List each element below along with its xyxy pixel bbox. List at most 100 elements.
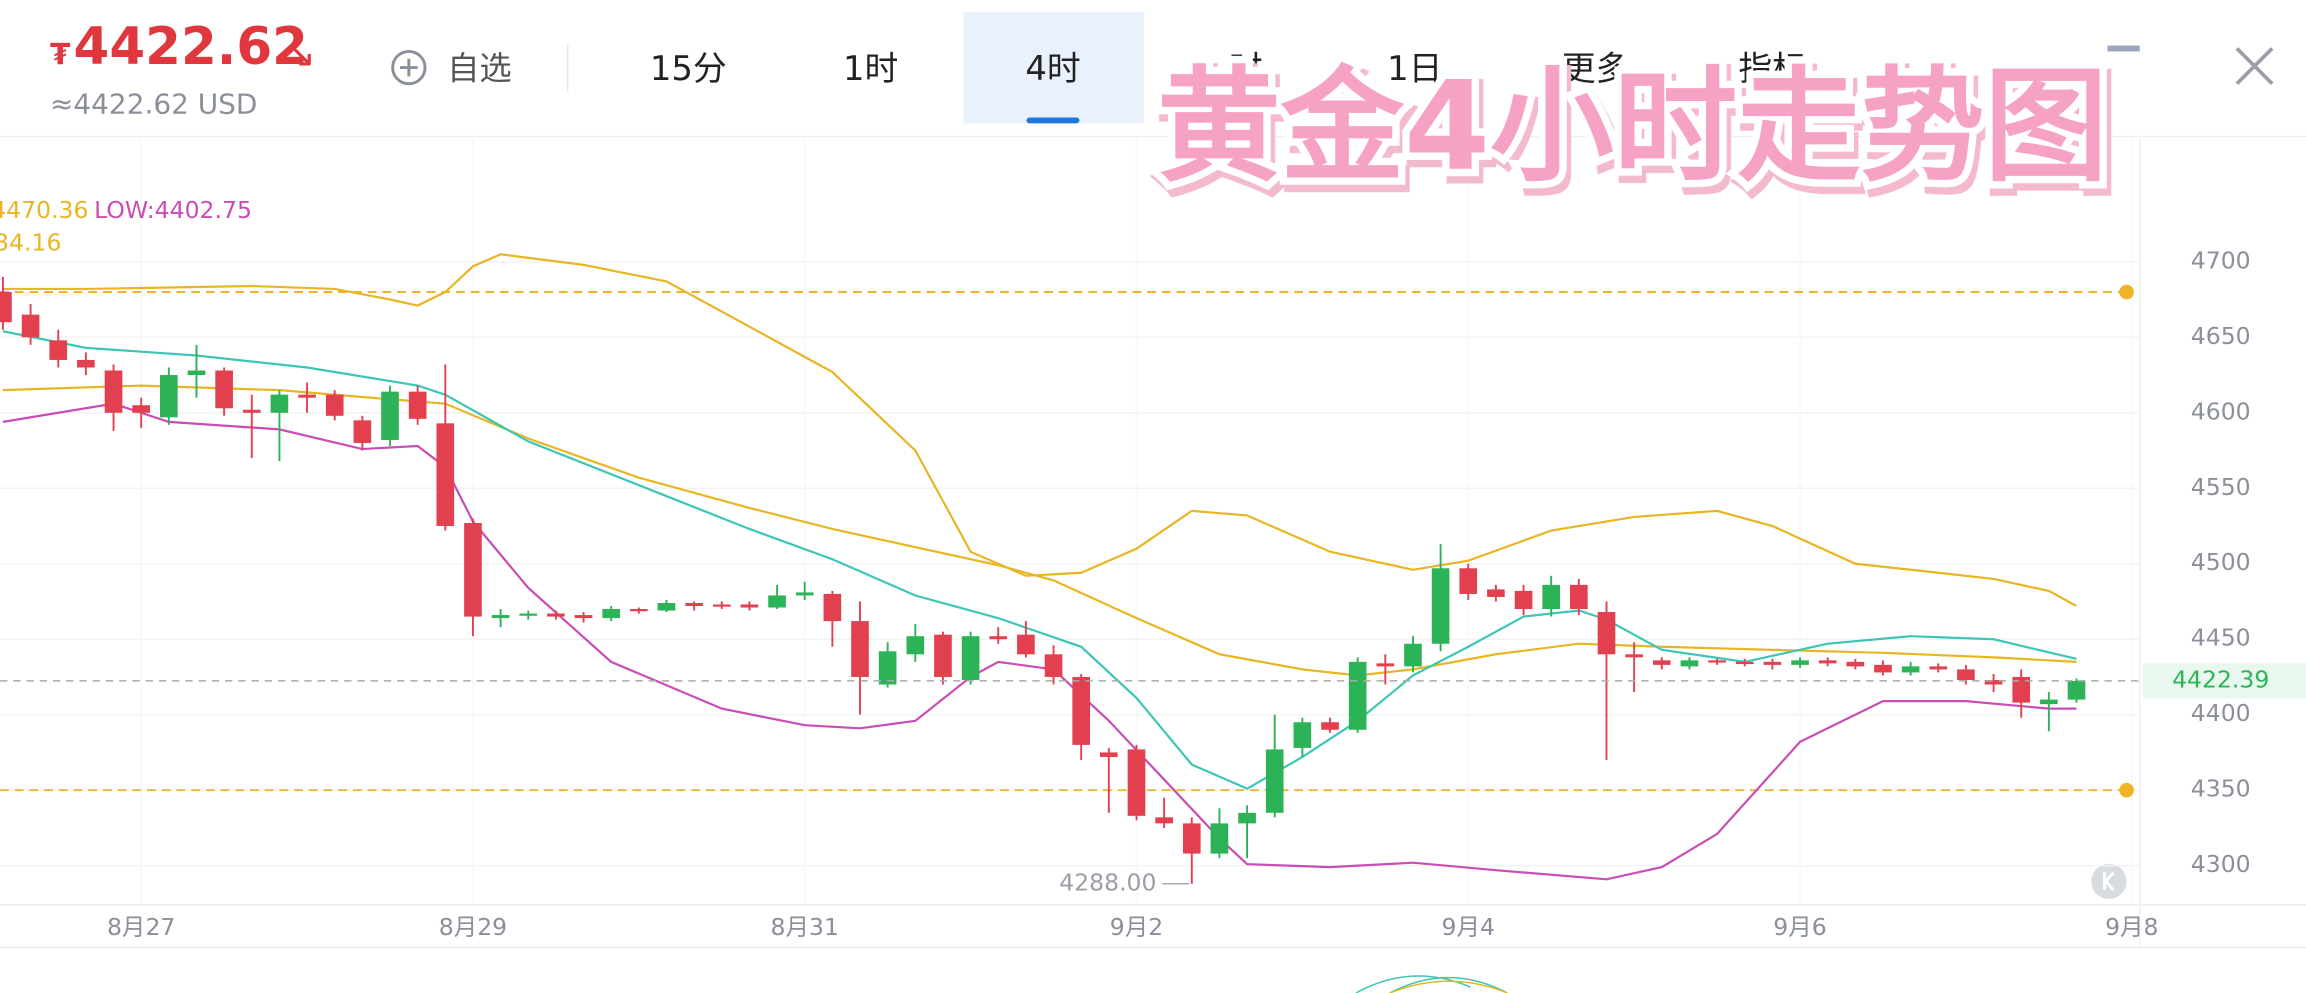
y-tick-label: 4700	[2191, 246, 2251, 274]
watchlist[interactable]: 自选	[447, 50, 512, 88]
candle-body	[1708, 660, 1726, 663]
candle-body	[1293, 722, 1312, 748]
tab[interactable]: 指标	[1738, 49, 1806, 88]
candle-body	[1735, 661, 1754, 665]
candle-body	[1680, 660, 1699, 667]
header: ₮ 4422.62 ↘ ≈4422.62 USD 自选 15分 1时 4时 时 1日 更多…	[50, 11, 1806, 124]
add-icon-plus	[400, 58, 418, 77]
candle-body	[104, 370, 123, 413]
legend-high: 4470.36	[0, 196, 88, 224]
candle-body	[961, 636, 980, 680]
plot: 4300 4350 4400 4450 4500 4550 4600 4650 4700 8月27…	[0, 139, 2306, 941]
candle-body	[408, 391, 427, 419]
candle-body	[2012, 676, 2031, 703]
candle-body	[270, 394, 289, 413]
menu-icon[interactable]	[2107, 45, 2140, 52]
candle-body	[1072, 676, 1091, 745]
candle-body	[740, 604, 759, 608]
reference-dot	[2119, 782, 2134, 798]
candle-body	[795, 592, 814, 596]
tab[interactable]: 15分	[650, 49, 727, 88]
overlay-title: 黄金4小时走势图	[1157, 55, 2108, 199]
candle-body	[298, 394, 316, 398]
candle-body	[574, 615, 593, 619]
last-price-badge	[2142, 663, 2306, 699]
candle-body	[1763, 661, 1782, 665]
candle-body	[242, 409, 261, 413]
candle-body	[1376, 663, 1395, 667]
candle-body	[657, 602, 676, 611]
candle-body	[1404, 643, 1422, 667]
y-tick-label: 4650	[2191, 322, 2251, 350]
candle-body	[2067, 680, 2086, 700]
candle-body	[1929, 666, 1948, 670]
candle-body	[187, 370, 206, 376]
tab-underline	[1026, 117, 1080, 124]
indicator-line	[2, 384, 2077, 677]
candle-body	[1321, 722, 1339, 730]
min-label: 4288.00	[1059, 868, 1156, 896]
x-tick-label: 8月27	[107, 913, 175, 941]
candle-body	[77, 359, 95, 368]
candle-body	[1238, 812, 1256, 824]
reference-dot	[2119, 284, 2134, 300]
candle-body	[381, 391, 399, 440]
indicator-line	[2, 330, 2077, 790]
candle-body	[1874, 664, 1892, 673]
candle-body	[1017, 634, 1035, 655]
candle-body	[464, 522, 482, 617]
candle-body	[1514, 590, 1533, 610]
candle-body	[1100, 752, 1118, 757]
candle-body	[1044, 654, 1063, 677]
tab[interactable]: 4时	[1025, 49, 1080, 88]
indicator-line	[2, 253, 2077, 607]
candle-body	[1542, 584, 1561, 610]
reset-button[interactable]	[2091, 863, 2127, 899]
y-tick-label: 4350	[2191, 775, 2251, 803]
candle-body	[1348, 661, 1367, 730]
candle-body	[906, 636, 925, 655]
x-tick-label: 9月2	[1110, 913, 1163, 941]
candle-body	[1652, 660, 1671, 665]
y-tick-label: 4300	[2191, 850, 2251, 878]
y-tick-label: 4450	[2191, 624, 2251, 652]
candle-body	[878, 651, 897, 685]
last-price-label: 4422.39	[2172, 665, 2269, 693]
indicator-line	[2, 402, 2077, 881]
add-icon[interactable]	[391, 49, 427, 86]
candle-body	[21, 314, 40, 338]
x-tick-label: 8月31	[771, 913, 839, 941]
y-tick-label: 4500	[2191, 548, 2251, 576]
sub-indicator	[1355, 975, 1508, 993]
candle-body	[491, 615, 510, 619]
candle-body	[1791, 660, 1809, 665]
candle-body	[1459, 568, 1478, 594]
price-arrow: ↘	[284, 32, 316, 76]
candle-body	[1597, 612, 1616, 655]
candle-body	[0, 292, 12, 323]
close-button[interactable]	[2235, 47, 2274, 86]
y-tick-label: 4400	[2191, 699, 2251, 727]
candle-body	[1901, 666, 1920, 673]
chrome	[0, 44, 2306, 993]
candle-body	[851, 621, 869, 677]
candle-body	[436, 423, 455, 527]
tab[interactable]: 时	[1229, 49, 1263, 88]
tab[interactable]: 1日	[1387, 49, 1442, 88]
candle-body	[519, 613, 538, 616]
candle-body	[1487, 589, 1505, 597]
candle-body	[215, 370, 233, 409]
candle-body	[1265, 749, 1284, 813]
candle-body	[685, 602, 703, 607]
candle-body	[325, 394, 344, 416]
candle-body	[1818, 660, 1837, 664]
tab[interactable]: 1时	[843, 49, 898, 88]
x-tick-label: 9月8	[2105, 913, 2158, 941]
candle-body	[934, 634, 952, 677]
x-tick-label: 9月6	[1773, 913, 1826, 941]
candle-body	[1846, 661, 1865, 667]
tab[interactable]: 更多	[1562, 49, 1630, 88]
candle-body	[1127, 749, 1146, 816]
approx-price: ≈4422.62 USD	[50, 88, 257, 121]
